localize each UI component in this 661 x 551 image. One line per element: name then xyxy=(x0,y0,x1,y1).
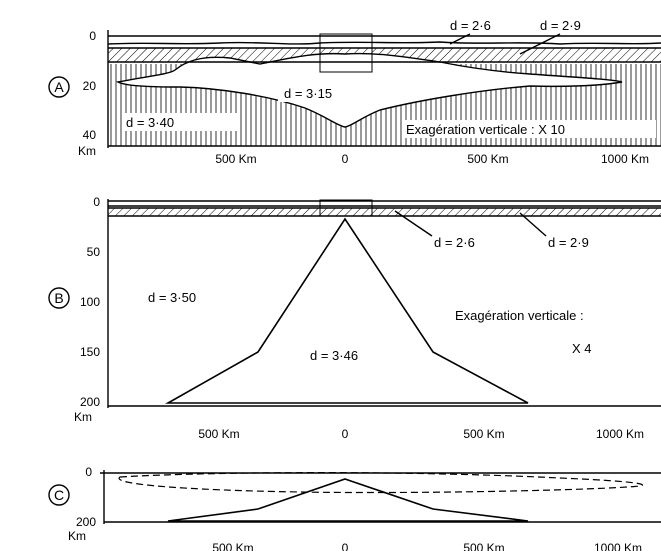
panel-c-xtick-1000: 1000 Km xyxy=(594,541,642,551)
panel-b-xtick-500-left: 500 Km xyxy=(198,427,239,441)
panel-c-xtick-0: 0 xyxy=(342,541,349,551)
panel-b-leader-1 xyxy=(394,210,433,237)
panel-a-y-unit: Km xyxy=(78,144,96,158)
panel-a-label-bg-5 xyxy=(402,120,656,138)
panel-a-ytick-20: 20 xyxy=(83,79,97,93)
panel-b-ytick-50: 50 xyxy=(87,245,101,259)
panel-a-inset-box xyxy=(319,33,373,73)
panel-b-marker: B xyxy=(54,290,63,306)
panel-a-marker-circle xyxy=(48,76,70,98)
panel-b-exaggeration-line2: X 4 xyxy=(572,341,592,356)
panel-a-xtick-0: 0 xyxy=(342,152,349,166)
panel-a-ytick-0: 0 xyxy=(89,29,96,43)
panel-b-ytick-200: 200 xyxy=(80,395,100,409)
panel-b-anomalous-body xyxy=(164,217,529,404)
panel-b-label-upper-crust: d = 2·6 xyxy=(434,235,475,250)
panel-b: B 0 50 100 150 200 Km d = 2·6 d = 2·9 d … xyxy=(48,195,661,441)
panel-c-marker: C xyxy=(54,487,64,503)
panel-c-ytick-200: 200 xyxy=(76,515,96,529)
panel-b-xtick-500-right: 500 Km xyxy=(463,427,504,441)
panel-a: A 0 20 40 Km d = 2·6 d = 2·9 d = 3·15 d … xyxy=(48,18,661,166)
panel-a-label-mantle: d = 3·40 xyxy=(126,115,174,130)
panel-b-leader-2 xyxy=(519,212,547,237)
panel-c-xtick-500-left: 500 Km xyxy=(212,541,253,551)
panel-a-label-bg-3 xyxy=(278,84,368,102)
panel-a-label-bg-4 xyxy=(122,113,240,131)
panel-b-label-lower-crust: d = 2·9 xyxy=(548,235,589,250)
panel-a-marker: A xyxy=(54,79,64,95)
panel-b-ytick-0: 0 xyxy=(93,195,100,209)
panel-a-label-bg-1 xyxy=(447,18,513,34)
panel-a-upper-crust xyxy=(108,36,661,47)
panel-a-leader-1 xyxy=(449,33,471,45)
panel-a-label-upper-crust: d = 2·6 xyxy=(450,18,491,33)
panel-b-marker-circle xyxy=(48,287,70,309)
panel-a-label-lower-crust: d = 2·9 xyxy=(540,18,581,33)
panel-b-ytick-150: 150 xyxy=(80,345,100,359)
panel-b-inset-box xyxy=(319,199,373,217)
panel-b-exaggeration-line1: Exagération verticale : xyxy=(455,308,584,323)
panel-a-label-bg-2 xyxy=(538,18,608,34)
panel-a-exaggeration: Exagération verticale : X 10 xyxy=(406,122,565,137)
panel-c-anomalous-body xyxy=(167,478,529,522)
panel-c-ytick-0: 0 xyxy=(85,465,92,479)
panel-a-crust-boundary xyxy=(107,41,661,45)
panel-b-label-anomalous: d = 3·46 xyxy=(310,348,358,363)
panel-c-marker-circle xyxy=(48,484,70,506)
panel-a-leader-2 xyxy=(519,33,561,55)
panel-a-ytick-40: 40 xyxy=(83,128,97,142)
panel-b-y-unit: Km xyxy=(74,410,92,424)
panel-a-xtick-500-right: 500 Km xyxy=(467,152,508,166)
panel-b-ytick-100: 100 xyxy=(80,295,100,309)
panel-a-label-anomalous: d = 3·15 xyxy=(284,86,332,101)
panel-b-xtick-1000: 1000 Km xyxy=(596,427,644,441)
panel-b-xtick-0: 0 xyxy=(342,427,349,441)
panel-c-y-unit: Km xyxy=(68,529,86,543)
panel-c-xtick-500-right: 500 Km xyxy=(463,541,504,551)
panel-a-xtick-500-left: 500 Km xyxy=(215,152,256,166)
panel-c-anomalous-zone-outline xyxy=(118,472,643,494)
panel-a-xtick-1000: 1000 Km xyxy=(601,152,649,166)
panel-b-label-mantle: d = 3·50 xyxy=(148,290,196,305)
panel-c: C 0 200 Km 500 Km 0 500 Km 1000 Km xyxy=(48,465,661,551)
panel-b-lower-crust-band xyxy=(108,208,661,216)
